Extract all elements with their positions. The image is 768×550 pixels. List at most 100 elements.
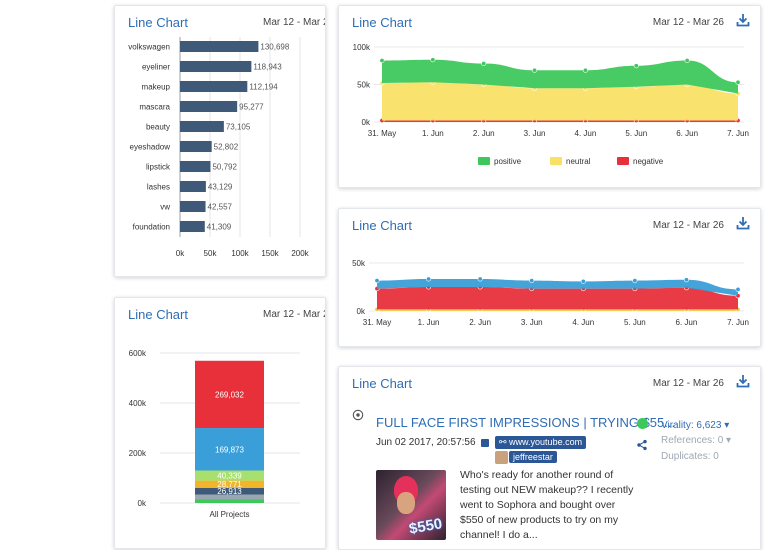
keyword-bar-chart: 0k 50k 100k 150k 200k volkswagen 130,698 eyelin… bbox=[128, 37, 310, 258]
y-tick-label: 50k bbox=[352, 259, 366, 268]
category-label: lipstick bbox=[146, 163, 171, 172]
card-title: Line Chart bbox=[128, 307, 188, 322]
chevron-down-icon: ▾ bbox=[726, 435, 732, 446]
bar-segment bbox=[195, 428, 264, 471]
segment-value-label: 169,873 bbox=[215, 445, 244, 454]
post-excerpt: Who's ready for another round of testing… bbox=[460, 469, 634, 541]
date-range[interactable]: Mar 12 - Mar 26 bbox=[652, 17, 724, 28]
data-point bbox=[374, 278, 380, 284]
y-tick-label: 0k bbox=[357, 307, 366, 316]
bar bbox=[180, 201, 206, 212]
data-point bbox=[582, 67, 588, 73]
x-tick-label: 150k bbox=[261, 249, 279, 258]
bar-value-label: 112,194 bbox=[249, 83, 278, 92]
bar-value-label: 50,792 bbox=[212, 163, 237, 172]
x-tick-label: 31. May bbox=[363, 318, 391, 327]
area-series bbox=[382, 120, 738, 122]
category-label: beauty bbox=[146, 123, 170, 132]
sentiment-area-card: Line Chart Mar 12 - Mar 26 0k 50k 100k 31. … bbox=[338, 5, 761, 188]
thumbnail-face bbox=[397, 492, 415, 514]
share-icon[interactable] bbox=[636, 439, 648, 451]
date-range[interactable]: Mar 12 - Mar 26 bbox=[263, 309, 325, 320]
data-point bbox=[477, 276, 483, 282]
keyword-bar-card: Line Chart Mar 12 - Mar 26 0k 50k 100k 150k… bbox=[114, 5, 326, 277]
category-label: foundation bbox=[133, 223, 170, 232]
area-series bbox=[377, 309, 738, 311]
virality-metric[interactable]: Virality: 6,623 ▾ bbox=[661, 420, 729, 431]
author-avatar bbox=[495, 451, 508, 464]
data-point bbox=[481, 60, 487, 66]
data-point bbox=[683, 277, 689, 283]
data-point bbox=[735, 286, 741, 292]
data-point bbox=[580, 278, 586, 284]
bar-segment bbox=[195, 480, 264, 488]
x-tick-label: 2. Jun bbox=[469, 318, 491, 327]
x-tick-label: 100k bbox=[231, 249, 249, 258]
segment-value-label: 40,339 bbox=[217, 472, 242, 481]
category-label: makeup bbox=[142, 83, 171, 92]
legend-label: neutral bbox=[566, 157, 591, 166]
bar bbox=[180, 221, 205, 232]
bar-value-label: 73,105 bbox=[226, 123, 251, 132]
bar-segment bbox=[195, 499, 264, 503]
broadcast-icon bbox=[352, 409, 364, 421]
date-range[interactable]: Mar 12 - Mar 26 bbox=[263, 17, 325, 28]
author-link[interactable]: jeffreestar bbox=[509, 451, 557, 463]
legend-swatch bbox=[617, 157, 629, 165]
duplicates-label: Duplicates: 0 bbox=[661, 451, 719, 462]
category-label: lashes bbox=[147, 183, 170, 192]
x-tick-label: 1. Jun bbox=[422, 129, 444, 138]
bar-value-label: 95,277 bbox=[239, 103, 264, 112]
area-series bbox=[382, 82, 738, 121]
legend-swatch bbox=[550, 157, 562, 165]
y-tick-label: 400k bbox=[129, 399, 147, 408]
bar bbox=[180, 41, 259, 52]
bar-value-label: 43,129 bbox=[208, 183, 233, 192]
x-tick-label: 2. Jun bbox=[473, 129, 495, 138]
data-point bbox=[430, 57, 436, 63]
post-thumbnail[interactable]: $550 bbox=[376, 470, 446, 540]
legend-label: positive bbox=[494, 157, 522, 166]
y-tick-label: 100k bbox=[353, 43, 371, 52]
download-icon[interactable] bbox=[736, 374, 750, 388]
bar-value-label: 41,309 bbox=[207, 223, 232, 232]
volume-area-card: Line Chart Mar 12 - Mar 26 0k 50k 31. May 1… bbox=[338, 208, 761, 347]
post-title-link[interactable]: FULL FACE FIRST IMPRESSIONS | TRYING $55… bbox=[376, 415, 676, 430]
area-series bbox=[377, 287, 738, 310]
data-point bbox=[633, 63, 639, 69]
status-dot bbox=[637, 418, 648, 429]
bar-value-label: 130,698 bbox=[260, 43, 289, 52]
segment-value-label: 26,913 bbox=[217, 487, 242, 496]
data-point bbox=[379, 57, 385, 63]
references-metric[interactable]: References: 0 ▾ bbox=[661, 435, 731, 446]
area-series bbox=[382, 59, 738, 94]
bar-segment bbox=[195, 487, 264, 495]
bar-segment bbox=[195, 494, 264, 500]
y-tick-label: 0k bbox=[138, 499, 147, 508]
bar bbox=[180, 161, 211, 172]
source-link[interactable]: ⚯ www.youtube.com bbox=[495, 436, 587, 449]
bar bbox=[180, 181, 206, 192]
data-point bbox=[735, 79, 741, 85]
duplicates-metric: Duplicates: 0 bbox=[661, 451, 719, 462]
legend-label: negative bbox=[633, 157, 664, 166]
sentiment-area-chart: 0k 50k 100k 31. May 1. Jun 2. Jun 3. Jun 4. Jun… bbox=[353, 43, 749, 166]
chevron-down-icon: ▾ bbox=[724, 420, 730, 431]
date-range[interactable]: Mar 12 - Mar 26 bbox=[652, 378, 724, 389]
x-tick-label: 5. Jun bbox=[624, 318, 646, 327]
segment-value-label: 269,032 bbox=[215, 390, 244, 399]
y-tick-label: 50k bbox=[357, 81, 371, 90]
card-title: Line Chart bbox=[128, 15, 188, 30]
link-icon: ⚯ bbox=[499, 437, 510, 447]
x-tick-label: 4. Jun bbox=[572, 318, 594, 327]
post-date: Jun 02 2017, 20:57:56 bbox=[376, 437, 476, 448]
thumbnail-caption: $550 bbox=[407, 515, 444, 538]
date-range[interactable]: Mar 12 - Mar 26 bbox=[652, 220, 724, 231]
data-point bbox=[426, 276, 432, 282]
data-point bbox=[684, 57, 690, 63]
category-label: All Projects bbox=[209, 510, 249, 519]
download-icon[interactable] bbox=[736, 216, 750, 230]
category-label: volkswagen bbox=[128, 43, 170, 52]
card-title: Line Chart bbox=[352, 218, 412, 233]
download-icon[interactable] bbox=[736, 13, 750, 27]
